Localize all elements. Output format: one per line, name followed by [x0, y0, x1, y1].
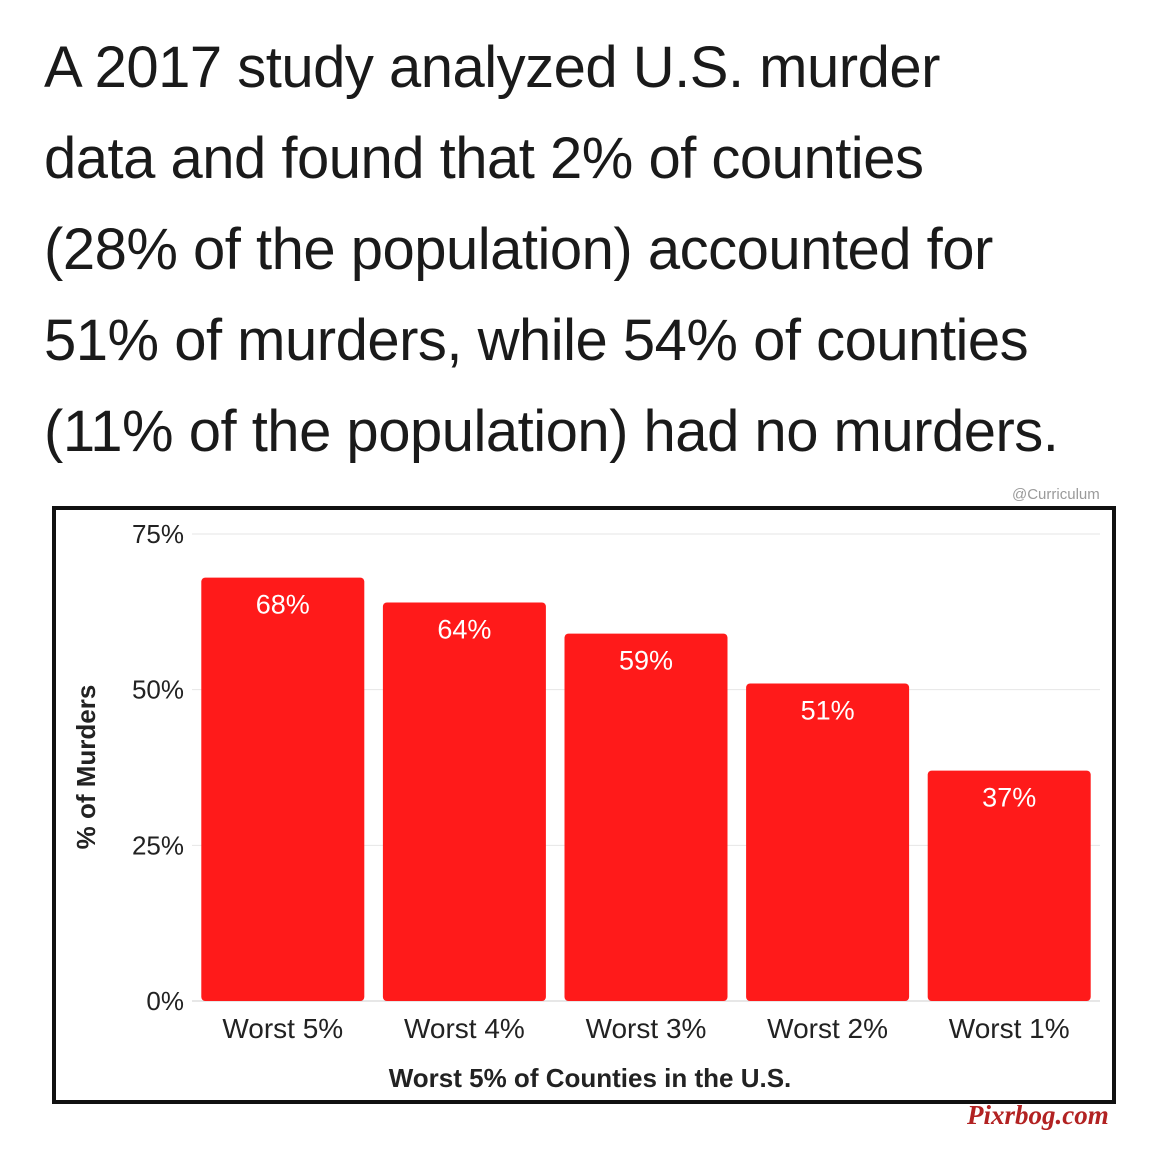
- bar-value-label: 51%: [801, 695, 855, 725]
- chart-frame: 0% 25% 50% 75% 68% Worst 5% 64% Worst 4% 59% Wors…: [52, 506, 1116, 1104]
- bar-value-label: 37%: [982, 783, 1036, 813]
- x-tick-label: Worst 4%: [404, 1013, 525, 1044]
- bar-value-label: 64%: [437, 614, 491, 644]
- bar: [746, 683, 910, 1001]
- x-tick-label: Worst 5%: [222, 1013, 343, 1044]
- x-axis-title: Worst 5% of Counties in the U.S.: [389, 1063, 792, 1093]
- credit-text: @Curriculum: [1012, 486, 1100, 503]
- headline-line: (28% of the population) accounted for: [44, 217, 993, 282]
- y-tick-label: 25%: [132, 830, 184, 860]
- bar: [201, 577, 365, 1001]
- bar-value-label: 59%: [619, 646, 673, 676]
- y-tick-label: 75%: [132, 519, 184, 549]
- y-axis-title: % of Murders: [71, 685, 101, 850]
- headline-line: (11% of the population) had no murders.: [44, 399, 1059, 464]
- bar: [382, 602, 546, 1001]
- headline-line: 51% of murders, while 54% of counties: [44, 308, 1029, 373]
- headline-line: A 2017 study analyzed U.S. murder: [44, 35, 940, 100]
- x-tick-label: Worst 3%: [586, 1013, 707, 1044]
- x-tick-label: Worst 2%: [767, 1013, 888, 1044]
- headline: A 2017 study analyzed U.S. murder data a…: [44, 22, 1144, 477]
- headline-line: data and found that 2% of counties: [44, 126, 924, 191]
- bar-value-label: 68%: [256, 590, 310, 620]
- bar-chart: 0% 25% 50% 75% 68% Worst 5% 64% Worst 4% 59% Wors…: [71, 519, 1100, 1093]
- bar: [927, 770, 1091, 1001]
- y-tick-label: 50%: [132, 675, 184, 705]
- watermark: Pixrbog.com: [967, 1100, 1109, 1130]
- x-tick-label: Worst 1%: [949, 1013, 1070, 1044]
- bar: [564, 633, 728, 1001]
- y-tick-label: 0%: [146, 986, 184, 1016]
